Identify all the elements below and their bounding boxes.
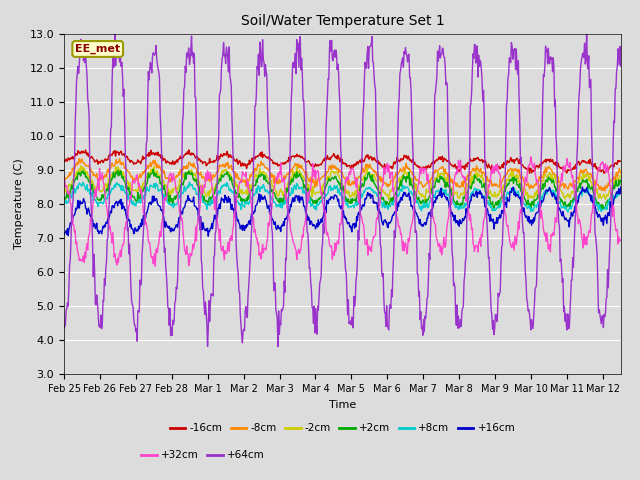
Title: Soil/Water Temperature Set 1: Soil/Water Temperature Set 1 [241, 14, 444, 28]
Legend: +32cm, +64cm: +32cm, +64cm [138, 446, 269, 465]
Text: EE_met: EE_met [75, 44, 120, 54]
X-axis label: Time: Time [329, 400, 356, 409]
Y-axis label: Temperature (C): Temperature (C) [14, 158, 24, 250]
